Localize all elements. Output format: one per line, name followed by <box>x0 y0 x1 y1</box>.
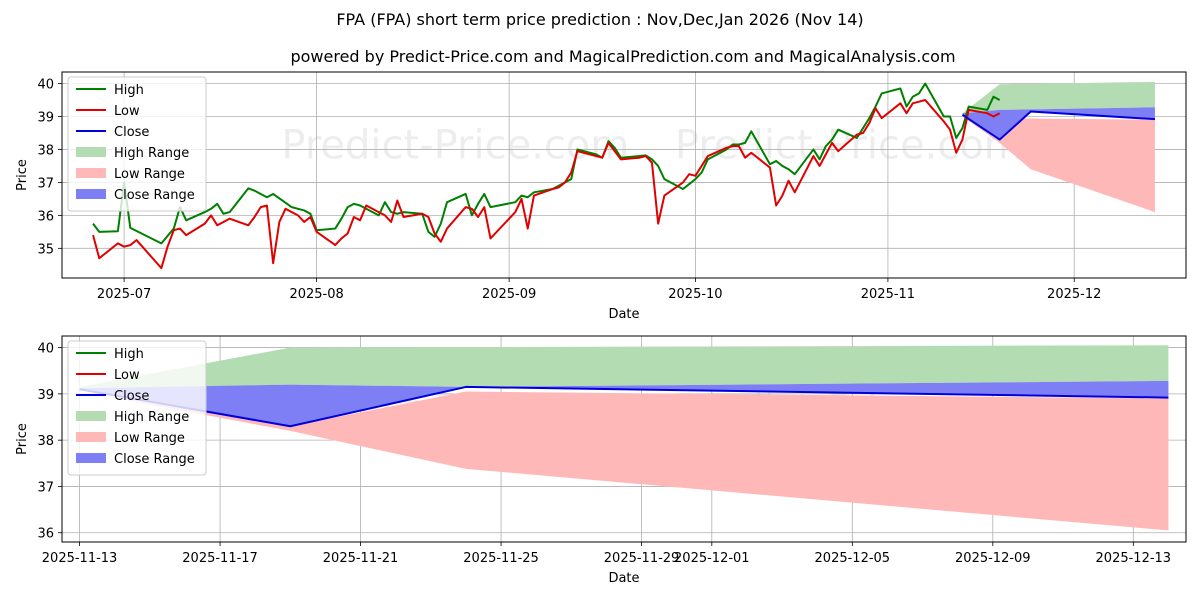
legend-swatch-patch <box>76 432 106 442</box>
x-tick-label: 2025-11-13 <box>42 551 118 566</box>
x-tick-label: 2025-08 <box>289 287 343 302</box>
legend-swatch-patch <box>76 189 106 199</box>
close-series-line <box>961 110 1156 141</box>
y-tick-label: 40 <box>37 78 54 93</box>
x-axis-label: Date <box>608 571 639 586</box>
y-tick-label: 37 <box>37 480 54 495</box>
top-legend: High Low Close High Range Low Range Close Ran… <box>67 76 207 212</box>
legend-label: Low Range <box>114 431 185 446</box>
chart-subtitle: powered by Predict-Price.com and Magical… <box>290 47 955 66</box>
bottom-chart-panel: Predict-Price.comPredict-Price.com2025-1… <box>15 335 1187 586</box>
y-tick-label: 39 <box>37 110 54 125</box>
x-tick-label: 2025-11-17 <box>182 551 258 566</box>
x-tick-label: 2025-12-09 <box>955 551 1031 566</box>
y-tick-label: 37 <box>37 176 54 191</box>
legend-label: High Range <box>114 146 189 161</box>
x-tick-label: 2025-11 <box>861 287 915 302</box>
x-tick-label: 2025-11-21 <box>323 551 399 566</box>
y-tick-label: 38 <box>37 434 54 449</box>
x-tick-label: 2025-09 <box>482 287 536 302</box>
low-range-area <box>962 114 1155 213</box>
y-tick-label: 35 <box>37 242 54 257</box>
legend-label: Close <box>114 125 149 140</box>
y-axis-label: Price <box>15 159 30 191</box>
bottom-axes-frame <box>61 335 1187 543</box>
legend-label: High <box>114 347 144 362</box>
legend-label: Close Range <box>114 452 195 467</box>
watermark-text: Predict-Price.com <box>675 123 1023 169</box>
x-tick-label: 2025-12-05 <box>815 551 891 566</box>
legend-label: Close <box>114 389 149 404</box>
y-tick-label: 38 <box>37 143 54 158</box>
top-axes-frame <box>61 71 1187 279</box>
low-series-line <box>92 99 1001 270</box>
high-range-area <box>962 81 1155 114</box>
watermark-text: Predict-Price.com <box>281 123 629 169</box>
legend-label: High <box>114 83 144 98</box>
x-tick-label: 2025-11-29 <box>604 551 680 566</box>
x-tick-label: 2025-11-25 <box>463 551 539 566</box>
x-tick-label: 2025-10 <box>668 287 722 302</box>
low-range-area <box>79 391 1169 531</box>
y-tick-label: 36 <box>37 527 54 542</box>
legend-label: High Range <box>114 410 189 425</box>
x-axis-label: Date <box>608 307 639 322</box>
y-axis-label: Price <box>15 423 30 455</box>
legend-swatch-patch <box>76 453 106 463</box>
legend-label: Close Range <box>114 188 195 203</box>
top-chart-panel: Predict-Price.com Predict-Price.com 2025-0… <box>15 71 1187 322</box>
high-range-area <box>79 345 1169 390</box>
x-tick-label: 2025-07 <box>97 287 151 302</box>
y-tick-label: 39 <box>37 388 54 403</box>
legend-label: Low <box>114 104 140 119</box>
x-tick-label: 2025-12-01 <box>674 551 750 566</box>
legend-label: Low Range <box>114 167 185 182</box>
bottom-legend: High Low Close High Range Low Range Close Ran… <box>67 340 207 476</box>
y-tick-label: 36 <box>37 209 54 224</box>
legend-label: Low <box>114 368 140 383</box>
close-range-area <box>79 380 1169 427</box>
legend-swatch-patch <box>76 168 106 178</box>
y-tick-label: 40 <box>37 342 54 357</box>
legend-swatch-patch <box>76 411 106 421</box>
chart-title: FPA (FPA) short term price prediction : … <box>336 10 863 29</box>
x-tick-label: 2025-12-13 <box>1096 551 1172 566</box>
legend-swatch-patch <box>76 147 106 157</box>
x-tick-label: 2025-12 <box>1047 287 1101 302</box>
